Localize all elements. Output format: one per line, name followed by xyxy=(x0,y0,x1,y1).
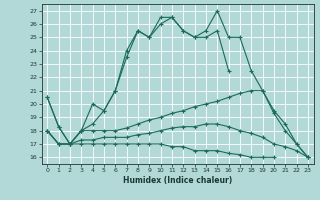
X-axis label: Humidex (Indice chaleur): Humidex (Indice chaleur) xyxy=(123,176,232,185)
